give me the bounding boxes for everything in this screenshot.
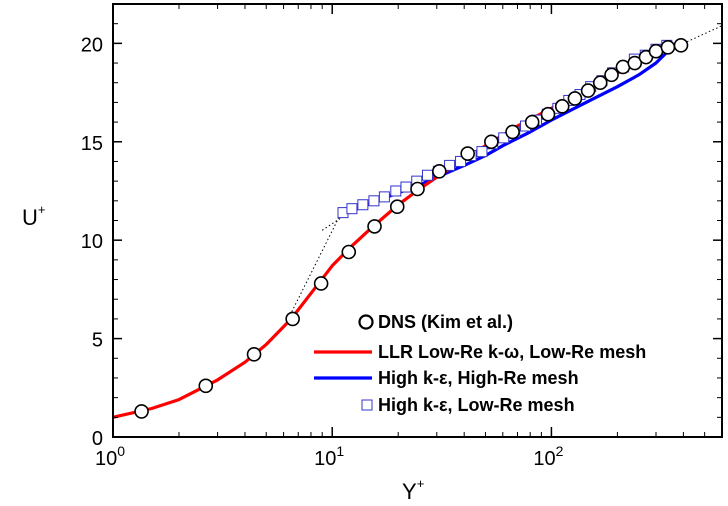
x-tick-exponent: 1 [336, 443, 344, 459]
circle-marker [134, 404, 149, 419]
square-marker [378, 191, 390, 203]
y-tick-label: 5 [92, 330, 103, 352]
y-tick-label: 10 [81, 231, 103, 253]
circle-marker [246, 347, 262, 362]
square-marker [400, 181, 412, 193]
circle-marker [627, 55, 643, 71]
x-tick-exponent: 0 [117, 443, 125, 459]
x-tick-label: 100 [95, 443, 125, 470]
x-tick-label: 102 [533, 443, 563, 470]
circle-marker [660, 39, 676, 55]
y-tick-label: 15 [81, 133, 103, 155]
y-axis-label-sup: + [38, 202, 46, 217]
circle-marker [554, 99, 570, 114]
square-marker [421, 169, 433, 181]
y-axis-label-base: U [22, 205, 38, 230]
circle-marker [604, 67, 619, 83]
legend-square-swatch [361, 399, 373, 411]
legend-label: DNS (Kim et al.) [378, 312, 513, 332]
dotted-guide-line [683, 25, 722, 44]
circle-marker [341, 244, 357, 260]
square-marker [444, 159, 456, 171]
legend-circle-swatch [358, 314, 374, 330]
y-tick-label: 0 [92, 428, 103, 450]
circle-marker [285, 311, 300, 327]
circle-marker [580, 83, 596, 98]
square-marker [357, 199, 369, 211]
circle-marker [524, 114, 540, 130]
legend-label: High k-ε, Low-Re mesh [378, 395, 575, 415]
circle-marker [673, 38, 689, 53]
circle-marker [592, 75, 608, 91]
square-marker [455, 155, 467, 167]
circle-marker [505, 124, 520, 140]
circle-marker [648, 43, 664, 59]
x-axis-label: Y+ [402, 476, 424, 504]
x-tick-label: 101 [314, 443, 344, 470]
legend-label: High k-ε, High-Re mesh [378, 368, 579, 388]
circle-marker [567, 91, 583, 106]
plot-area [113, 25, 722, 419]
x-tick-base: 10 [314, 448, 336, 470]
square-marker [368, 195, 380, 207]
legend: DNS (Kim et al.) LLR Low-Re k-ω, Low-Re m… [314, 312, 646, 415]
circle-marker [367, 219, 382, 234]
circle-marker [410, 181, 425, 197]
x-tick-exponent: 2 [556, 443, 564, 459]
y-axis-label: U+ [22, 202, 45, 230]
x-tick-base: 10 [533, 448, 555, 470]
x-axis-label-base: Y [402, 479, 417, 504]
dotted-guide-line [321, 216, 344, 231]
x-axis-label-sup: + [417, 476, 425, 491]
circle-marker [460, 146, 475, 161]
square-marker [346, 203, 358, 215]
legend-label: LLR Low-Re k-ω, Low-Re mesh [378, 342, 646, 362]
x-tick-base: 10 [95, 448, 117, 470]
circle-marker [484, 134, 499, 150]
circle-marker [432, 163, 447, 179]
circle-marker [540, 106, 556, 122]
square-marker [476, 146, 488, 158]
circle-marker [389, 199, 405, 215]
circle-marker [313, 276, 329, 291]
square-marker [390, 185, 402, 197]
circle-marker [198, 378, 214, 394]
y-tick-label: 20 [81, 34, 103, 56]
